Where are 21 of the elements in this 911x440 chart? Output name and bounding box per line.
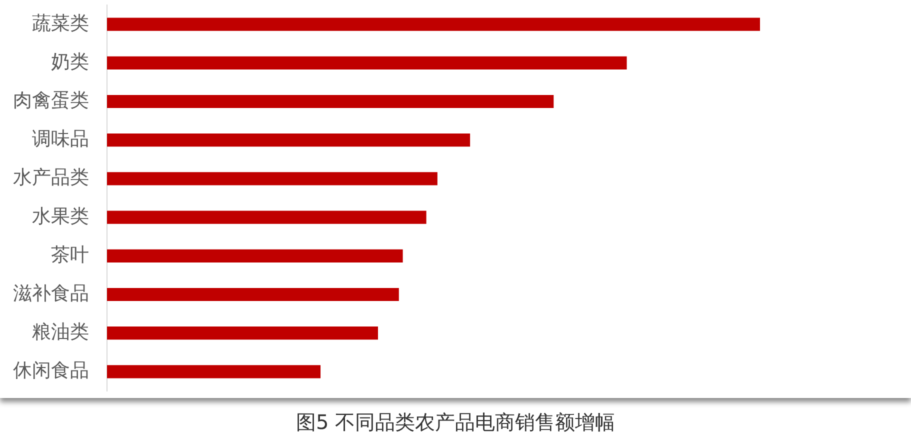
- bar: [107, 172, 438, 186]
- y-tick-label: 蔬菜类: [32, 13, 89, 34]
- y-tick-label: 奶类: [51, 52, 89, 73]
- bar: [107, 18, 760, 31]
- bar: [107, 94, 554, 108]
- bar: [107, 210, 426, 224]
- bar: [107, 326, 378, 340]
- y-tick-label: 水果类: [32, 206, 89, 228]
- y-tick-label: 休闲食品: [13, 360, 89, 382]
- bar: [107, 288, 399, 302]
- y-tick-label: 粮油类: [32, 322, 89, 344]
- bar: [107, 365, 321, 378]
- y-tick-label: 茶叶: [51, 244, 89, 266]
- text: 图5 不同品类农产品电商销售额增幅: [294, 410, 616, 434]
- y-tick-label: 肉禽蛋类: [13, 90, 89, 112]
- y-tick-label: 滋补食品: [13, 282, 89, 304]
- y-tick-label: 调味品: [32, 129, 89, 150]
- bar: [107, 56, 627, 70]
- bar: [107, 134, 470, 147]
- bar: [107, 249, 403, 262]
- y-tick-label: 水产品类: [13, 168, 89, 189]
